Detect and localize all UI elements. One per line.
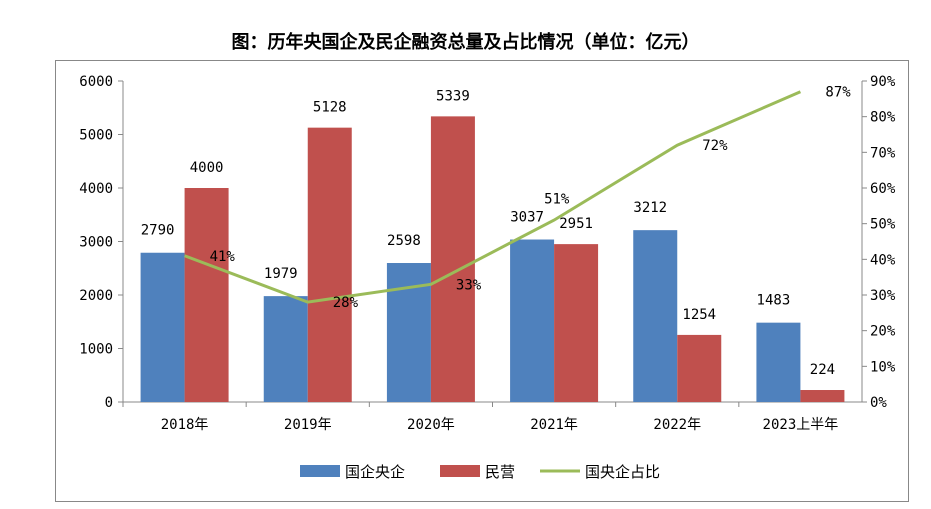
y2-tick-label: 20% [870, 324, 896, 340]
legend-label: 民营 [485, 463, 515, 481]
y-tick-label: 2000 [79, 288, 113, 304]
y2-tick-label: 80% [870, 110, 896, 126]
y2-tick-label: 40% [870, 252, 896, 268]
bar-data-label: 224 [810, 362, 835, 378]
bar-data-label: 5339 [436, 88, 470, 104]
legend-swatch [440, 465, 480, 477]
y2-tick-label: 0% [870, 395, 887, 411]
x-tick-label: 2022年 [653, 417, 701, 433]
y2-tick-label: 90% [870, 74, 896, 90]
bar-soe [140, 252, 185, 402]
bar-soe [510, 239, 555, 402]
bar-data-label: 5128 [313, 100, 347, 116]
y-tick-label: 4000 [79, 181, 113, 197]
legend-label: 国企央企 [345, 463, 405, 481]
line-data-label: 41% [210, 249, 236, 265]
x-tick-label: 2019年 [284, 417, 332, 433]
bar-data-label: 1254 [682, 307, 716, 323]
bar-soe [633, 230, 678, 402]
x-tick-label: 2020年 [407, 417, 455, 433]
legend-swatch [300, 465, 340, 477]
bar-data-label: 3212 [633, 200, 667, 216]
bar-data-label: 2951 [559, 216, 593, 232]
line-data-label: 28% [333, 295, 359, 311]
x-tick-label: 2021年 [530, 417, 578, 433]
bar-private [184, 188, 229, 402]
bar-soe [263, 296, 308, 402]
y-tick-label: 0 [105, 395, 113, 411]
y-tick-label: 6000 [79, 74, 113, 90]
line-data-label: 33% [456, 277, 482, 293]
bar-soe [756, 322, 801, 402]
line-series-share [184, 90, 802, 304]
y-tick-label: 1000 [79, 342, 113, 358]
y2-tick-label: 10% [870, 359, 896, 375]
bar-data-label: 2598 [387, 233, 421, 249]
y-tick-label: 3000 [79, 235, 113, 251]
y2-tick-label: 70% [870, 145, 896, 161]
line-data-label: 87% [825, 85, 851, 101]
chart-frame [55, 60, 909, 502]
bar-private [677, 334, 722, 402]
x-tick-label: 2023上半年 [763, 417, 839, 433]
bar-private [554, 244, 599, 402]
x-tick-label: 2018年 [161, 417, 209, 433]
bar-private [307, 127, 352, 402]
y2-tick-label: 50% [870, 217, 896, 233]
bar-data-label: 1979 [264, 266, 298, 282]
bar-private [800, 390, 845, 402]
legend-label: 国央企占比 [585, 463, 660, 481]
y2-tick-label: 60% [870, 181, 896, 197]
bar-data-label: 3037 [510, 210, 544, 226]
bar-data-label: 1483 [757, 293, 791, 309]
chart-title: 图：历年央国企及民企融资总量及占比情况（单位：亿元） [231, 32, 700, 53]
line-data-label: 51% [544, 192, 570, 208]
bar-private [430, 116, 475, 403]
y-tick-label: 5000 [79, 128, 113, 144]
y2-tick-label: 30% [870, 288, 896, 304]
bar-data-label: 2790 [141, 223, 175, 239]
bar-data-label: 4000 [190, 160, 224, 176]
line-data-label: 72% [702, 138, 728, 154]
